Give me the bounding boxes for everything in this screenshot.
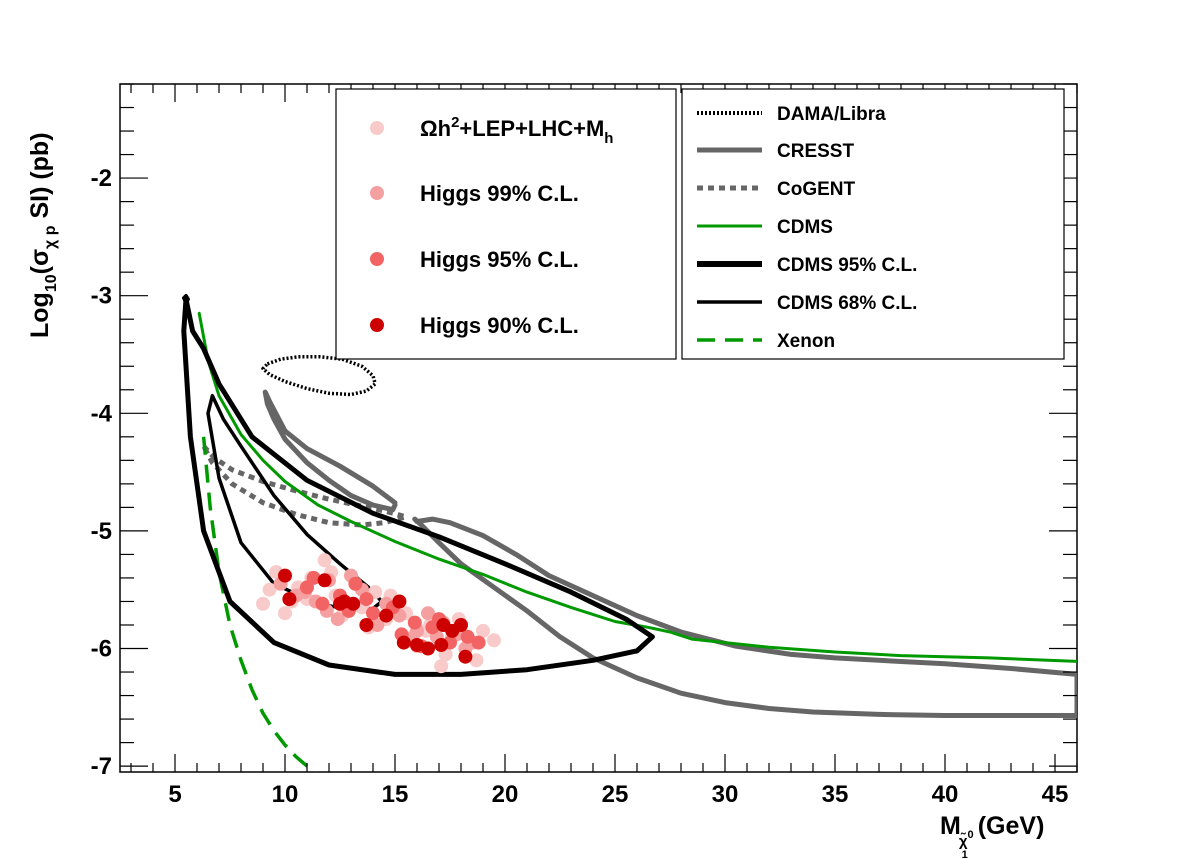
point-omega-lep-lhc-mh — [278, 606, 292, 621]
legend-label-higgs-99: Higgs 99% C.L. — [420, 181, 579, 206]
x-tick-label: 15 — [382, 781, 409, 808]
x-tick-label: 40 — [932, 781, 959, 808]
legend-label-omega: Ωh2+LEP+LHC+Mh — [420, 114, 613, 147]
legend-label-cdms-95: CDMS 95% C.L. — [777, 255, 917, 276]
series-dama-libra — [261, 355, 377, 397]
series-cresst-high-mass — [412, 516, 1077, 718]
point-higgs-90 — [421, 641, 435, 656]
legend-lines: DAMA/Libra CRESST CoGENT CDMS CDMS 95% C… — [681, 88, 1065, 360]
point-higgs-90 — [278, 568, 292, 583]
point-higgs-90 — [454, 618, 468, 632]
legend-label-higgs-90: Higgs 90% C.L. — [420, 313, 579, 338]
point-higgs-90 — [410, 638, 424, 652]
series-layer — [181, 293, 1077, 772]
legend-marker-higgs-90 — [370, 318, 384, 332]
x-tick-label: 35 — [822, 781, 849, 808]
point-omega-lep-lhc-mh — [317, 553, 332, 568]
point-omega-lep-lhc-mh — [469, 653, 484, 668]
plot-frame — [119, 83, 1078, 773]
point-omega-lep-lhc-mh — [434, 659, 449, 674]
x-tick-label: 30 — [712, 781, 739, 808]
series-cdms — [197, 311, 1077, 663]
legend-marker-omega — [370, 121, 384, 135]
point-omega-lep-lhc-mh — [476, 623, 490, 638]
point-omega-lep-lhc-mh — [262, 582, 277, 597]
series-cdms-68-c-l- — [206, 393, 384, 612]
series-cdms-95-c-l-tip — [182, 293, 190, 305]
x-tick-label: 5 — [168, 781, 181, 808]
point-higgs-95 — [348, 576, 363, 591]
y-tick-label: -7 — [91, 753, 112, 780]
y-axis: -7 -6 -5 -4 -3 -2 — [91, 83, 1077, 780]
point-higgs-90 — [392, 594, 407, 609]
legend-lines-box — [681, 88, 1065, 360]
point-higgs-95 — [460, 629, 475, 644]
point-higgs-95 — [366, 606, 380, 621]
point-higgs-90 — [458, 649, 473, 664]
point-higgs-90 — [379, 608, 394, 623]
point-higgs-90 — [346, 596, 361, 611]
x-tick-label: 10 — [272, 781, 299, 808]
legend-marker-higgs-99 — [370, 186, 384, 200]
x-tick-label: 25 — [602, 781, 629, 808]
x-tick-label: 20 — [492, 781, 519, 808]
point-higgs-99 — [370, 618, 385, 632]
point-higgs-90 — [317, 573, 332, 588]
series-cogent — [201, 444, 409, 528]
y-tick-label: -6 — [91, 636, 112, 663]
point-higgs-90 — [396, 635, 411, 650]
y-tick-label: -3 — [91, 283, 112, 310]
point-higgs-90 — [434, 638, 449, 652]
point-higgs-95 — [471, 635, 486, 650]
y-tick-label: -4 — [91, 400, 113, 427]
y-axis-title: Log10(σχ p SI) (pb) — [26, 132, 60, 338]
x-axis: 5 10 15 20 25 30 35 40 45 — [130, 84, 1078, 808]
scatter-layer — [256, 553, 501, 674]
legend-label-cdms-68: CDMS 68% C.L. — [777, 293, 917, 314]
series-cdms-95-c-l- — [181, 296, 655, 677]
legend-label-cogent: CoGENT — [777, 179, 856, 200]
x-tick-label: 45 — [1042, 781, 1069, 808]
point-higgs-90 — [333, 596, 347, 611]
legend-label-dama: DAMA/Libra — [777, 104, 886, 125]
point-higgs-95 — [407, 615, 422, 630]
legend-label-higgs-95: Higgs 95% C.L. — [420, 247, 579, 272]
legend-label-cresst: CRESST — [777, 141, 854, 162]
point-higgs-99 — [421, 606, 435, 621]
y-tick-label: -5 — [91, 518, 112, 545]
point-higgs-95 — [359, 592, 374, 607]
legend-label-xenon: Xenon — [777, 331, 835, 352]
series-cresst-low-mass — [262, 389, 398, 513]
legend-points-box — [335, 88, 677, 360]
point-omega-lep-lhc-mh — [487, 633, 501, 648]
legend-label-cdms: CDMS — [777, 217, 833, 238]
legend-marker-higgs-95 — [370, 252, 384, 266]
point-omega-lep-lhc-mh — [256, 596, 270, 611]
point-higgs-95 — [306, 570, 321, 585]
point-higgs-90 — [282, 592, 297, 607]
point-higgs-95 — [315, 596, 330, 611]
point-higgs-90 — [359, 618, 374, 632]
point-higgs-99 — [330, 612, 345, 627]
y-tick-label: -2 — [91, 165, 112, 192]
legend-points: Ωh2+LEP+LHC+Mh Higgs 99% C.L. Higgs 95% … — [335, 88, 677, 360]
